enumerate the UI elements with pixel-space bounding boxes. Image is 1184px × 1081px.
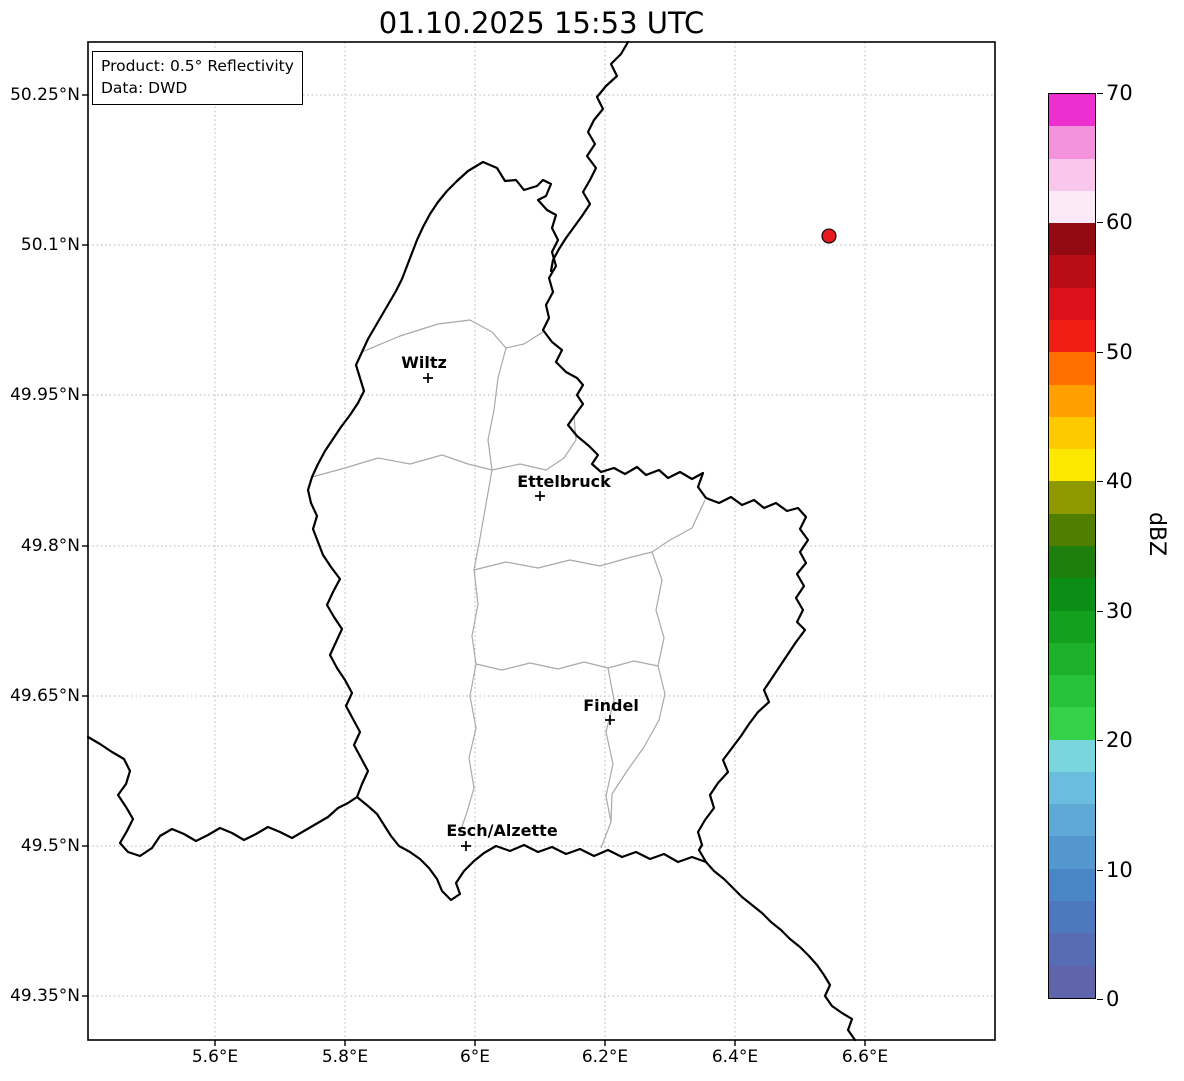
colorbar-segment	[1049, 804, 1095, 837]
tick-layer	[82, 94, 866, 1046]
colorbar-tickmark	[1097, 740, 1103, 742]
colorbar	[1048, 93, 1096, 999]
colorbar-segment	[1049, 158, 1095, 191]
colorbar-segment	[1049, 481, 1095, 514]
colorbar-segment	[1049, 352, 1095, 385]
colorbar-segment	[1049, 578, 1095, 611]
colorbar-segment	[1049, 901, 1095, 934]
colorbar-segment	[1049, 449, 1095, 482]
y-tick-label: 50.1°N	[20, 235, 80, 255]
france-belgium-border	[86, 735, 359, 858]
colorbar-segment	[1049, 384, 1095, 417]
y-tick-label: 49.5°N	[20, 836, 80, 856]
colorbar-segment	[1049, 545, 1095, 579]
y-tick-label: 49.8°N	[20, 536, 80, 556]
colorbar-segment	[1049, 965, 1095, 998]
city-marker	[423, 373, 433, 383]
colorbar-segment	[1049, 190, 1095, 224]
district-borders	[311, 319, 706, 849]
colorbar-segment	[1049, 319, 1095, 353]
district-border-line	[487, 347, 507, 471]
x-tick-label: 6.4°E	[711, 1047, 759, 1067]
district-border-line	[311, 454, 493, 478]
city-marker	[605, 715, 615, 725]
x-tick-label: 5.8°E	[321, 1047, 369, 1067]
colorbar-segment	[1049, 868, 1095, 902]
district-border-line	[651, 551, 666, 721]
x-tick-label: 6.6°E	[841, 1047, 889, 1067]
colorbar-tickmark	[1097, 351, 1103, 353]
city-label: Ettelbruck	[517, 472, 611, 491]
colorbar-tickmark	[1097, 222, 1103, 224]
info-data-source-line: Data: DWD	[101, 79, 188, 97]
y-tick-label: 49.35°N	[10, 986, 80, 1006]
x-tick-label: 6°E	[459, 1047, 491, 1067]
city-layer: Wiltz Ettelbruck Findel Esch/Alzette	[401, 228, 837, 851]
colorbar-segment	[1049, 642, 1095, 676]
radar-site-marker	[821, 228, 837, 244]
colorbar-segment	[1049, 94, 1095, 127]
district-border-line	[361, 319, 544, 353]
district-border-line	[473, 499, 706, 571]
colorbar-segment	[1049, 287, 1095, 320]
germany-france-border	[704, 860, 857, 1042]
colorbar-segment	[1049, 126, 1095, 159]
colorbar-segment	[1049, 707, 1095, 740]
city-marker	[535, 491, 545, 501]
country-borders	[86, 40, 857, 1042]
district-border-line	[600, 667, 615, 849]
colorbar-segment	[1049, 675, 1095, 708]
colorbar-segment	[1049, 610, 1095, 643]
colorbar-tickmark	[1097, 999, 1103, 1000]
colorbar-tick-label: 50	[1106, 339, 1133, 364]
axes-frame	[87, 41, 996, 1041]
colorbar-tickmark	[1097, 93, 1103, 94]
colorbar-segment	[1049, 739, 1095, 772]
colorbar-tickmark	[1097, 610, 1103, 612]
district-border-line	[458, 663, 477, 836]
y-tick-label: 50.25°N	[10, 85, 80, 105]
info-product-line: Product: 0.5° Reflectivity	[101, 57, 294, 75]
city-label: Wiltz	[401, 353, 447, 372]
colorbar-tick-label: 10	[1106, 857, 1133, 882]
plot-title: 01.10.2025 15:53 UTC	[378, 6, 705, 40]
grid-layer	[88, 42, 995, 1040]
colorbar-segment	[1049, 223, 1095, 256]
luxembourg-border	[306, 160, 810, 902]
district-border-line	[491, 415, 577, 471]
colorbar-tick-label: 0	[1106, 987, 1120, 1011]
colorbar-tick-label: 40	[1106, 469, 1133, 494]
colorbar-segment	[1049, 255, 1095, 288]
colorbar-segment	[1049, 771, 1095, 805]
city-label: Esch/Alzette	[446, 821, 558, 840]
colorbar-segment	[1049, 513, 1095, 546]
city-marker	[461, 841, 471, 851]
colorbar-segment	[1049, 933, 1095, 966]
colorbar-segment	[1049, 416, 1095, 450]
colorbar-tick-label: 20	[1106, 728, 1133, 753]
colorbar-tick-label: 30	[1106, 598, 1133, 623]
district-border-line	[475, 660, 659, 671]
district-border-line	[610, 719, 660, 823]
y-tick-label: 49.65°N	[10, 686, 80, 706]
y-tick-label: 49.95°N	[10, 385, 80, 405]
x-tick-label: 5.6°E	[191, 1047, 239, 1067]
colorbar-unit-label: dBZ	[1144, 512, 1169, 557]
city-label: Findel	[583, 696, 639, 715]
colorbar-tickmark	[1097, 481, 1103, 483]
colorbar-tick-label: 70	[1106, 81, 1133, 105]
belgium-germany-border	[549, 40, 630, 273]
colorbar-tickmark	[1097, 869, 1103, 871]
colorbar-segment	[1049, 836, 1095, 869]
colorbar-tick-label: 60	[1106, 210, 1133, 235]
info-box: Product: 0.5° Reflectivity Data: DWD	[92, 51, 303, 105]
x-tick-label: 6.2°E	[581, 1047, 629, 1067]
